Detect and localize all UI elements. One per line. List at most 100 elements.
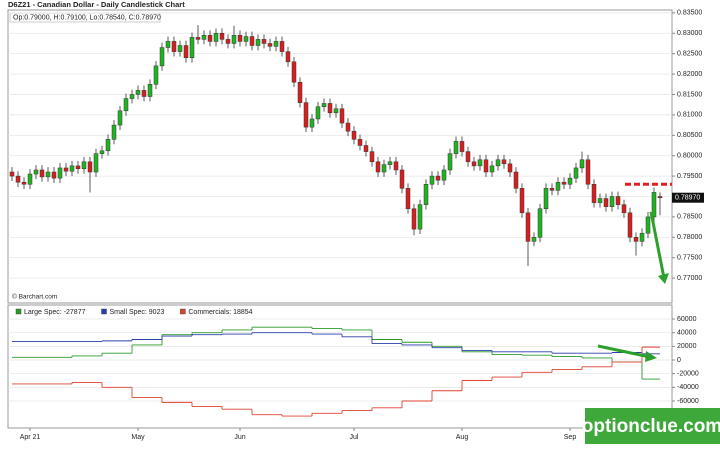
candle-body — [597, 198, 603, 203]
candle-body — [99, 150, 105, 154]
candle-body — [285, 51, 291, 63]
candle-body — [129, 94, 135, 99]
candle-body — [531, 237, 537, 242]
y-tick-label: 0.83000 — [677, 30, 702, 37]
candle-body — [183, 45, 189, 58]
candle-body — [657, 196, 663, 198]
y-tick-label: 40000 — [677, 330, 697, 337]
candle-body — [609, 196, 615, 207]
candle-body — [195, 37, 201, 40]
candle-body — [405, 188, 411, 209]
candle-body — [615, 196, 621, 205]
candle-body — [603, 198, 609, 207]
y-tick-label: 0.80500 — [677, 132, 702, 139]
candle-body — [357, 139, 363, 146]
candle-body — [567, 177, 573, 185]
candle-body — [555, 181, 561, 191]
candle-body — [339, 108, 345, 124]
candle-body — [495, 159, 501, 167]
candle-body — [579, 159, 585, 169]
candle-body — [387, 161, 393, 165]
y-tick-label: -40000 — [677, 384, 699, 391]
candle-body — [633, 237, 639, 242]
candle-body — [141, 90, 147, 97]
candle-body — [45, 171, 51, 178]
candle-body — [249, 36, 255, 46]
candle-body — [213, 33, 219, 42]
candle-body — [447, 153, 453, 171]
legend-label: Small Spec: 9023 — [110, 309, 165, 316]
last-price-box — [672, 192, 704, 203]
candle-body — [75, 165, 81, 169]
candle-body — [261, 39, 267, 44]
y-tick-label: 0.82000 — [677, 71, 702, 78]
candle-body — [525, 212, 531, 242]
candle-body — [573, 167, 579, 179]
legend-swatch — [15, 308, 22, 315]
marks: 0.770000.775000.780000.785000.790000.795… — [8, 10, 704, 441]
y-tick-label: 0.79500 — [677, 173, 702, 180]
candle-body — [363, 145, 369, 152]
candle-body — [333, 108, 339, 114]
chart-title: D6Z21 - Canadian Dollar - Daily Candlest… — [8, 0, 185, 9]
candle-body — [549, 188, 555, 191]
candle-body — [399, 169, 405, 189]
candle-body — [489, 165, 495, 173]
y-tick-label: 0.77000 — [677, 275, 702, 282]
candle-body — [87, 161, 93, 173]
candle-body — [297, 81, 303, 103]
arrow — [597, 344, 651, 359]
candle-body — [15, 175, 21, 183]
candle-body — [453, 141, 459, 154]
arrow-head — [645, 351, 657, 362]
candle-body — [135, 90, 141, 95]
candle-body — [9, 171, 15, 177]
x-tick-label: Apr 21 — [20, 434, 41, 441]
candle-body — [153, 65, 159, 85]
candle-body — [315, 106, 321, 120]
y-tick-label: 0.77500 — [677, 255, 702, 262]
candle-body — [477, 159, 483, 167]
legend-swatch — [180, 308, 186, 315]
last-price-label: 0.78970 — [675, 195, 700, 202]
candle-body — [39, 169, 45, 178]
x-tick-label: Sep — [564, 434, 577, 441]
legend-swatch — [101, 308, 107, 315]
y-tick-label: 20000 — [677, 343, 697, 350]
candle-body — [621, 204, 627, 214]
candle-body — [69, 165, 75, 172]
candle-body — [171, 41, 177, 52]
legend-label: Large Spec: -27877 — [24, 309, 86, 316]
candle-body — [471, 161, 477, 167]
watermark-box — [585, 408, 720, 444]
candle-body — [543, 188, 549, 209]
candle-body — [327, 103, 333, 114]
candle-body — [309, 118, 315, 128]
candle-body — [105, 139, 111, 152]
candle-body — [159, 47, 165, 67]
x-tick-label: Jul — [350, 434, 359, 441]
candle-body — [645, 216, 651, 234]
x-tick-label: Jun — [234, 434, 245, 441]
candle-body — [219, 33, 225, 40]
candle-body — [345, 122, 351, 132]
candle-body — [435, 175, 441, 181]
watermark: optionclue.com — [582, 416, 720, 437]
candle-body — [441, 169, 447, 181]
legend-label: Commercials: 18854 — [188, 309, 252, 316]
candle-body — [513, 171, 519, 189]
candle-body — [465, 151, 471, 163]
arrow-head — [658, 273, 669, 284]
candle-body — [393, 161, 399, 171]
candle-body — [93, 153, 99, 173]
candle-body — [123, 98, 129, 112]
candle-body — [627, 212, 633, 238]
candle-body — [303, 102, 309, 128]
candle-body — [21, 181, 27, 185]
candle-body — [537, 208, 543, 238]
arrow — [649, 211, 666, 279]
candle-body — [279, 41, 285, 52]
y-tick-label: 0.81000 — [677, 112, 702, 119]
candle-body — [237, 35, 243, 42]
